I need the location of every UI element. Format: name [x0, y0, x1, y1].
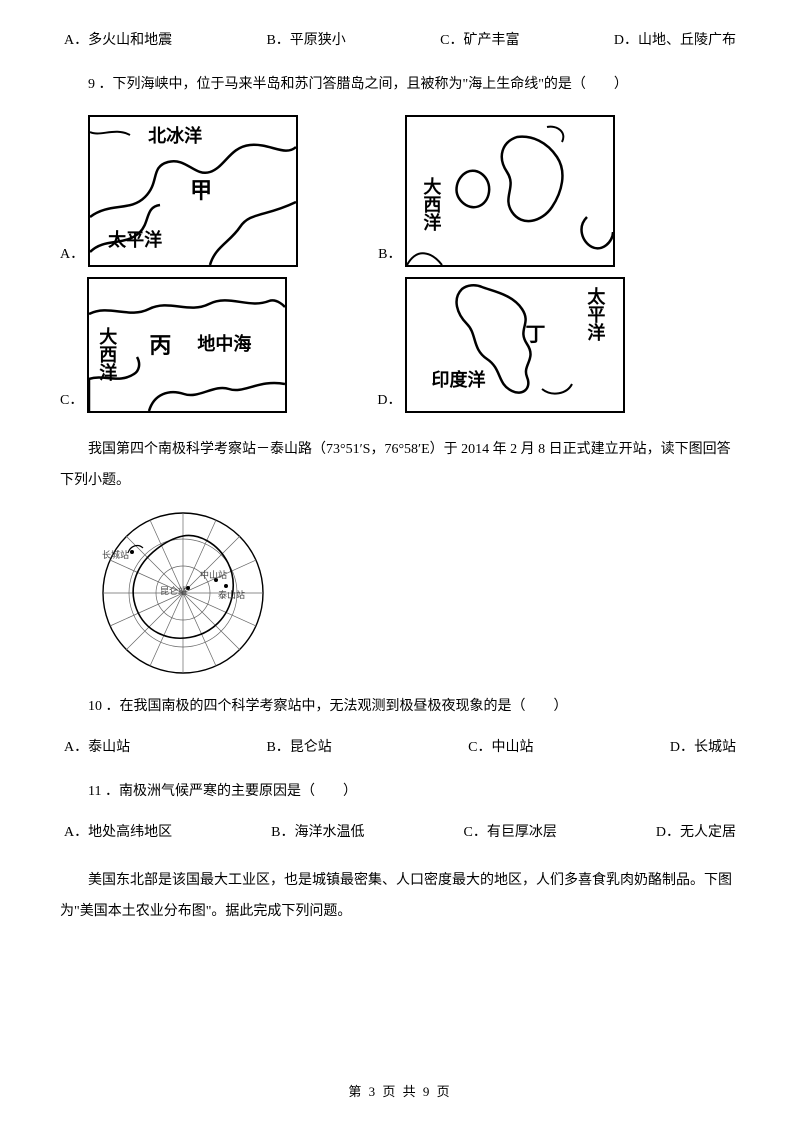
passage-us: 美国东北部是该国最大工业区，也是城镇最密集、人口密度最大的地区，人们多喜食乳肉奶… — [60, 866, 740, 928]
q10-opt-c: C．中山站 — [468, 737, 533, 759]
ant-label-kunlun: 昆仑站 — [160, 584, 187, 598]
ant-label-zhongshan: 中山站 — [200, 568, 227, 582]
map-a-label-arctic: 北冰洋 — [148, 127, 202, 146]
q11-opt-d: D．无人定居 — [656, 822, 736, 844]
q9-maps-row2: C． 大西洋 丙 地中海 D． 丁 太平洋 印度洋 — [60, 277, 740, 413]
q9-text: 9 ．下列海峡中，位于马来半岛和苏门答腊岛之间，且被称为"海上生命线"的是（ ） — [60, 74, 740, 96]
map-d-label-ding: 丁 — [525, 325, 545, 346]
q11-text: 11 ．南极洲气候严寒的主要原因是（ ） — [60, 781, 740, 803]
q9-map-b: 大西洋 — [405, 115, 615, 267]
q11-opt-c: C．有巨厚冰层 — [464, 822, 557, 844]
map-c-label-med: 地中海 — [197, 335, 251, 354]
page-footer: 第 3 页 共 9 页 — [0, 1081, 800, 1100]
q9-label-a: A． — [60, 244, 84, 266]
q8-opt-a: A．多火山和地震 — [64, 30, 172, 52]
q9-label-c: C． — [60, 390, 83, 412]
q9-map-d: 丁 太平洋 印度洋 — [405, 277, 625, 413]
q8-opt-b: B．平原狭小 — [266, 30, 345, 52]
q10-opt-b: B．昆仑站 — [266, 737, 331, 759]
q8-opt-d: D．山地、丘陵广布 — [614, 30, 736, 52]
q11-opt-b: B．海洋水温低 — [271, 822, 364, 844]
q9-label-d: D． — [377, 390, 401, 412]
q11-opt-a: A．地处高纬地区 — [64, 822, 172, 844]
map-b-label-atlantic: 大西洋 — [421, 177, 440, 231]
map-d-label-indian: 印度洋 — [431, 371, 485, 390]
q10-opt-d: D．长城站 — [670, 737, 736, 759]
ant-label-taishan: 泰山站 — [218, 588, 245, 602]
q10-options: A．泰山站 B．昆仑站 C．中山站 D．长城站 — [60, 737, 740, 759]
map-a-label-pacific: 太平洋 — [108, 231, 162, 250]
antarctica-map: 长城站 昆仑站 中山站 泰山站 — [98, 508, 268, 678]
map-c-label-atlantic: 大西洋 — [97, 327, 116, 381]
map-a-label-jia: 甲 — [190, 179, 212, 202]
ant-label-changcheng: 长城站 — [102, 548, 129, 562]
q9-map-c: 大西洋 丙 地中海 — [87, 277, 287, 413]
q9-label-b: B． — [378, 244, 401, 266]
passage-antarctic: 我国第四个南极科学考察站－泰山路（73°51′S，76°58′E）于 2014 … — [60, 435, 740, 497]
map-d-label-pacific: 太平洋 — [585, 287, 604, 341]
q11-options: A．地处高纬地区 B．海洋水温低 C．有巨厚冰层 D．无人定居 — [60, 822, 740, 844]
q8-options: A．多火山和地震 B．平原狭小 C．矿产丰富 D．山地、丘陵广布 — [60, 30, 740, 52]
q8-opt-c: C．矿产丰富 — [440, 30, 519, 52]
q9-map-a: 北冰洋 甲 太平洋 — [88, 115, 298, 267]
map-c-label-bing: 丙 — [149, 334, 171, 357]
q9-maps-row1: A． 北冰洋 甲 太平洋 B． 大西洋 — [60, 115, 740, 267]
q10-text: 10 ．在我国南极的四个科学考察站中，无法观测到极昼极夜现象的是（ ） — [60, 696, 740, 718]
q10-opt-a: A．泰山站 — [64, 737, 130, 759]
